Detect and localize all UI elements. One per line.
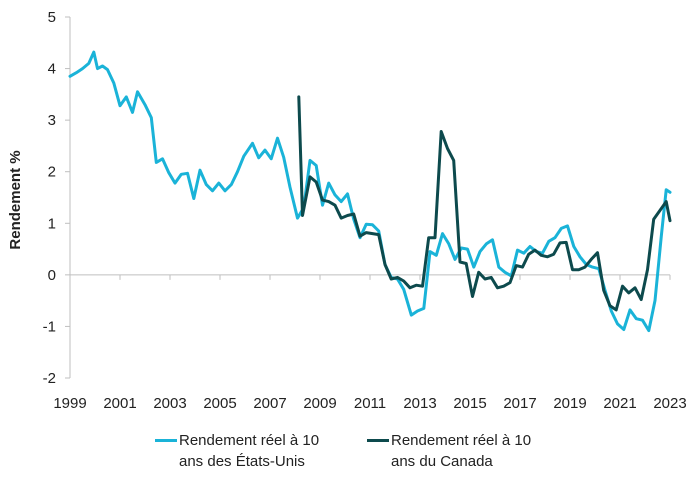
y-tick-labels: 5 4 3 2 1 0 -1 -2: [43, 9, 56, 387]
x-tick-label: 2017: [503, 395, 536, 412]
canada-real-yield-line: [297, 95, 672, 312]
x-tick-label: 2001: [103, 395, 136, 412]
y-tick-label: 2: [48, 164, 56, 181]
x-tick-label: 2003: [153, 395, 186, 412]
x-tick-label: 2011: [354, 395, 386, 412]
y-tick-label: 1: [48, 215, 56, 232]
axes: [65, 16, 671, 379]
y-tick-label: 5: [48, 9, 56, 26]
y-tick-label: 3: [48, 112, 56, 129]
x-tick-label: 2013: [403, 395, 436, 412]
x-tick-label: 2019: [553, 395, 586, 412]
series-lines: [68, 50, 672, 333]
x-tick-label: 2023: [653, 395, 686, 412]
y-tick-label: 0: [48, 267, 56, 284]
x-tick-label: 2015: [453, 395, 486, 412]
x-tick-label: 2009: [303, 395, 336, 412]
legend-label-canada-line2: ans du Canada: [391, 453, 493, 470]
x-tick-labels: 1999 2001 2003 2005 2007 2009 2011 2013 2015 2017…: [53, 395, 686, 412]
x-tick-label: 2005: [203, 395, 236, 412]
legend-label-us-line2: ans des États-Unis: [179, 453, 305, 470]
legend-label-canada-line1: Rendement réel à 10: [391, 432, 532, 449]
legend-label-us-line1: Rendement réel à 10: [179, 432, 320, 449]
x-tick-label: 2021: [603, 395, 636, 412]
y-axis-label: Rendement %: [7, 150, 24, 249]
y-tick-label: 4: [48, 61, 56, 78]
y-tick-label: -1: [43, 318, 56, 335]
x-tick-label: 1999: [53, 395, 86, 412]
legend-swatch-us: [155, 439, 177, 442]
legend-swatch-canada: [367, 439, 389, 442]
us-real-yield-line: [68, 50, 672, 333]
y-tick-label: -2: [43, 370, 56, 387]
chart-plot-area: 5 4 3 2 1 0 -1 -2 1999 2001 2003 2005 2007 2009 2011 2…: [7, 9, 687, 412]
legend: Rendement réel à 10 ans des États-Unis R…: [0, 430, 698, 476]
x-tick-label: 2007: [253, 395, 286, 412]
